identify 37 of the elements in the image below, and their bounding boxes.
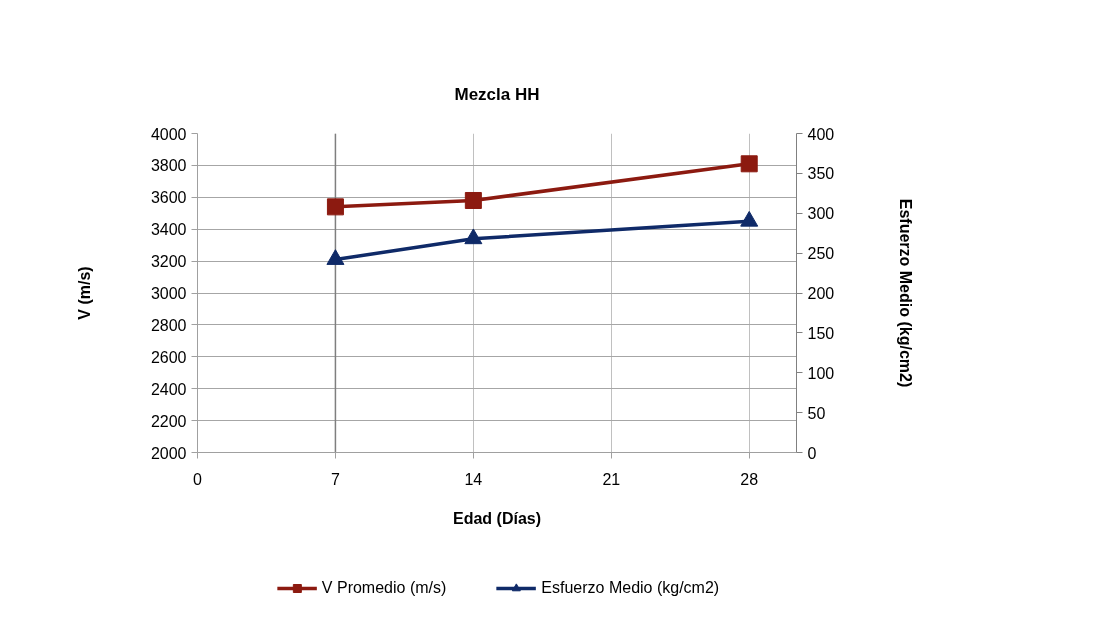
x-tick-label: 28 xyxy=(740,470,759,488)
point xyxy=(464,191,482,209)
y2-tick-label: 300 xyxy=(807,205,835,223)
y-tick-label: 3400 xyxy=(150,221,187,239)
y-axis-title: V (m/s) xyxy=(75,266,93,320)
y-tick-label: 2600 xyxy=(150,348,187,366)
x-tick-label: 0 xyxy=(193,470,203,488)
point xyxy=(464,228,483,245)
legend-label: V Promedio (m/s) xyxy=(321,578,447,597)
point xyxy=(740,155,758,173)
y-tick-label: 2200 xyxy=(150,412,187,430)
y2-tick-label: 200 xyxy=(807,285,835,302)
x-tick-label: 7 xyxy=(330,470,340,488)
y-tick-label: 3000 xyxy=(150,285,187,302)
y2-tick-label: 250 xyxy=(807,245,835,263)
point xyxy=(740,210,759,227)
point xyxy=(326,249,345,265)
y-tick-label: 2400 xyxy=(150,380,187,398)
y2-tick-label: 100 xyxy=(807,364,835,382)
y2-tick-label: 0 xyxy=(807,444,817,462)
x-tick-label: 14 xyxy=(464,470,483,488)
x-tick-label: 21 xyxy=(602,470,621,488)
x-axis-title: Edad (Días) xyxy=(452,509,542,527)
y-tick-label: 4000 xyxy=(150,125,187,143)
chart-title: Mezcla HH xyxy=(454,84,540,104)
point xyxy=(326,198,344,216)
y-tick-label: 2000 xyxy=(150,444,187,462)
y2-tick-label: 400 xyxy=(807,125,835,143)
y-tick-label: 3800 xyxy=(150,157,187,175)
y2-tick-label: 150 xyxy=(807,324,835,342)
y-tick-label: 3600 xyxy=(150,189,187,207)
y2-axis-title: Esfuerzo Medio (kg/cm2) xyxy=(897,198,915,388)
y-tick-label: 3200 xyxy=(150,253,187,271)
y2-tick-label: 50 xyxy=(807,404,826,422)
y-tick-label: 2800 xyxy=(150,316,187,334)
y2-tick-label: 350 xyxy=(807,165,835,183)
legend-label: Esfuerzo Medio (kg/cm2) xyxy=(541,578,720,597)
